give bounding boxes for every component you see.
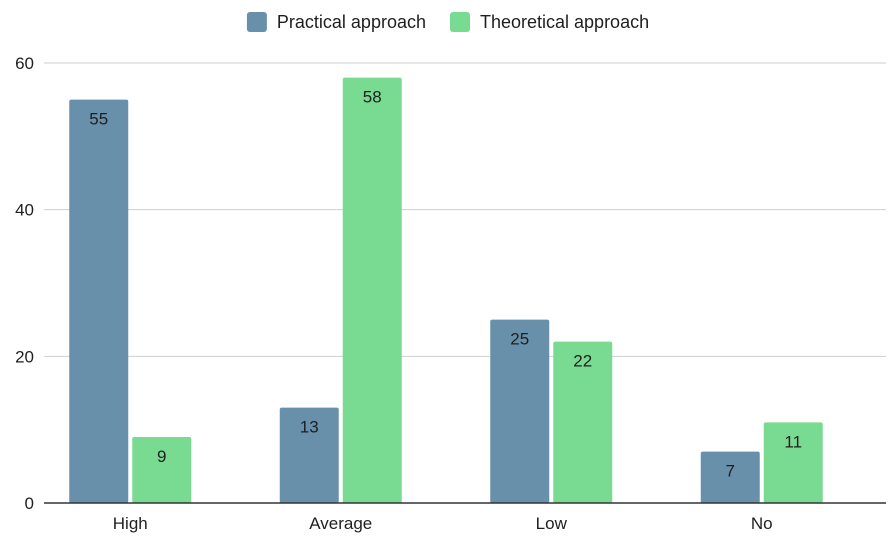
- legend-item: Practical approach: [246, 12, 426, 32]
- legend-label: Practical approach: [277, 12, 426, 32]
- y-tick-label: 60: [15, 54, 34, 73]
- y-tick-label: 20: [15, 347, 34, 366]
- data-label: 9: [157, 447, 166, 466]
- legend-label: Theoretical approach: [480, 12, 649, 32]
- data-label: 22: [573, 352, 592, 371]
- y-axis: 0 20 40 60: [15, 54, 34, 513]
- bar-practical-approach: [490, 319, 550, 503]
- bar-practical-approach: [700, 451, 760, 503]
- x-tick-label: Low: [536, 514, 568, 533]
- bar-theoretical-approach: [553, 341, 613, 503]
- data-label: 25: [510, 330, 529, 349]
- legend: Practical approach Theoretical approach: [246, 12, 649, 32]
- legend-swatch: [246, 12, 267, 32]
- x-tick-label: High: [113, 514, 148, 533]
- data-label: 7: [726, 462, 735, 481]
- bar-theoretical-approach: [132, 437, 192, 503]
- gridlines: [44, 62, 886, 357]
- bar-practical-approach: [279, 407, 339, 503]
- bars: [69, 77, 823, 504]
- y-tick-label: 0: [25, 494, 34, 513]
- data-label: 11: [784, 432, 802, 451]
- bar-practical-approach: [69, 99, 129, 504]
- x-axis: High Average Low No: [44, 502, 886, 533]
- x-tick-label: Average: [309, 514, 372, 533]
- legend-item: Theoretical approach: [449, 12, 649, 32]
- data-label: 58: [363, 88, 382, 107]
- legend-swatch: [449, 12, 470, 32]
- x-tick-label: No: [751, 514, 773, 533]
- data-label: 13: [300, 418, 319, 437]
- data-labels: 55 9 13 58 25 22 7 11: [89, 88, 802, 481]
- bar-theoretical-approach: [763, 422, 823, 503]
- bar-theoretical-approach: [342, 77, 402, 504]
- data-label: 55: [89, 110, 108, 129]
- y-tick-label: 40: [15, 201, 34, 220]
